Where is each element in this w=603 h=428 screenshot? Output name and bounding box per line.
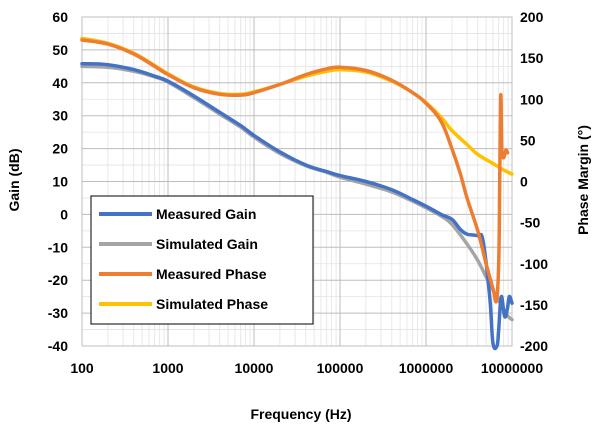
- x-axis-tick-label: 10000: [235, 360, 274, 376]
- right-axis-ticks: 200 150 100 50 0 -50 -100 -150 -200: [520, 9, 548, 354]
- legend-label-measured-phase: Measured Phase: [156, 266, 267, 282]
- x-axis-tick-label: 1000000: [399, 360, 454, 376]
- chart-legend: Measured Gain Simulated Gain Measured Phas…: [90, 195, 314, 325]
- x-axis-tick-label: 100: [70, 360, 94, 376]
- left-axis-tick-label: -10: [48, 239, 68, 255]
- right-axis-tick-label: -100: [520, 256, 548, 272]
- right-axis-tick-label: 100: [520, 91, 544, 107]
- x-axis-title: Frequency (Hz): [250, 406, 351, 422]
- left-axis-tick-label: 30: [52, 108, 68, 124]
- right-axis-tick-label: 0: [520, 174, 528, 190]
- left-axis-tick-label: 20: [52, 141, 68, 157]
- x-axis-ticks: 100 1000 10000 100000 1000000 10000000: [70, 360, 543, 376]
- right-axis-title: Phase Margin (°): [575, 125, 591, 235]
- series-measured-gain-line: [80, 61, 514, 351]
- right-axis-tick-label: -150: [520, 297, 548, 313]
- right-axis-tick-label: 150: [520, 50, 544, 66]
- left-axis-tick-label: 40: [52, 75, 68, 91]
- x-axis-tick-label: 1000: [152, 360, 183, 376]
- right-axis-tick-label: -50: [520, 215, 540, 231]
- right-axis-tick-label: 50: [520, 132, 536, 148]
- left-axis-title: Gain (dB): [6, 149, 22, 212]
- left-axis-tick-label: 60: [52, 9, 68, 25]
- series-measured-phase-line: [80, 38, 510, 304]
- left-axis-tick-label: 10: [52, 174, 68, 190]
- plot-area-frame: [81, 16, 513, 347]
- left-axis-tick-label: 50: [52, 42, 68, 58]
- series-layer: [80, 36, 514, 351]
- x-axis-tick-label: 100000: [317, 360, 364, 376]
- left-axis-tick-label: 0: [60, 206, 68, 222]
- right-axis-tick-label: -200: [520, 338, 548, 354]
- left-axis-tick-label: -20: [48, 272, 68, 288]
- legend-label-measured-gain: Measured Gain: [156, 206, 256, 222]
- left-axis-tick-label: -30: [48, 305, 68, 321]
- legend-label-simulated-phase: Simulated Phase: [156, 296, 268, 312]
- right-axis-tick-label: 200: [520, 9, 544, 25]
- left-axis-tick-label: -40: [48, 338, 68, 354]
- legend-label-simulated-gain: Simulated Gain: [156, 236, 258, 252]
- left-axis-ticks: 60 50 40 30 20 10 0 -10 -20 -30 -40: [48, 9, 68, 354]
- x-axis-tick-label: 10000000: [481, 360, 544, 376]
